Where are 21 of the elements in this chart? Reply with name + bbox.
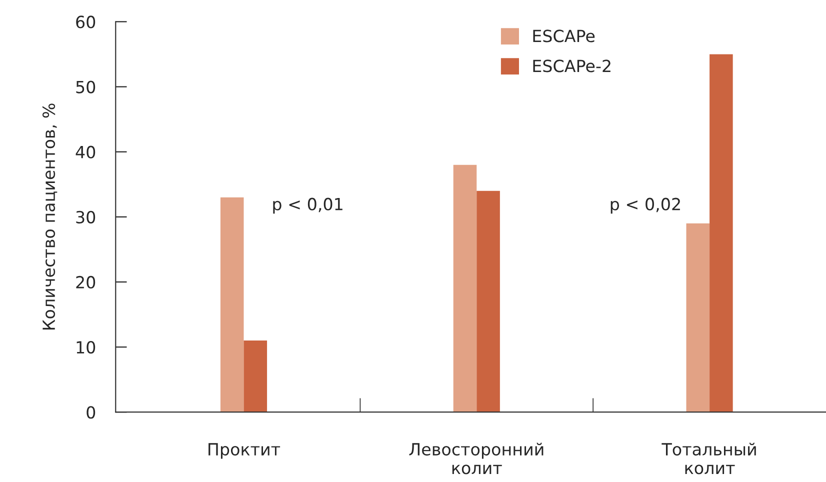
bar xyxy=(220,197,244,412)
y-tick-label: 0 xyxy=(86,406,96,419)
legend-label: ESCAPe xyxy=(533,30,595,42)
bar xyxy=(686,223,710,412)
annotation: p < 0,02 xyxy=(610,198,680,214)
bar xyxy=(476,190,500,412)
x-tick-label: Проктит xyxy=(208,443,280,459)
annotation: p < 0,01 xyxy=(273,198,342,214)
y-tick-label: 20 xyxy=(76,276,96,289)
x-tick-label: Тотальный колит xyxy=(662,442,756,474)
bar xyxy=(710,54,733,412)
x-tick-label: Левосторонний колит xyxy=(409,442,544,474)
legend-label: ESCAPe-2 xyxy=(533,60,610,72)
y-tick-label: 50 xyxy=(76,80,96,94)
y-tick-label: 10 xyxy=(76,341,96,354)
y-axis-title: Количество пациентов, % xyxy=(42,104,58,330)
y-tick-label: 60 xyxy=(76,16,96,28)
bar xyxy=(244,340,268,412)
y-tick-label: 40 xyxy=(76,146,96,158)
y-tick-label: 30 xyxy=(76,210,96,224)
bar xyxy=(453,164,477,412)
